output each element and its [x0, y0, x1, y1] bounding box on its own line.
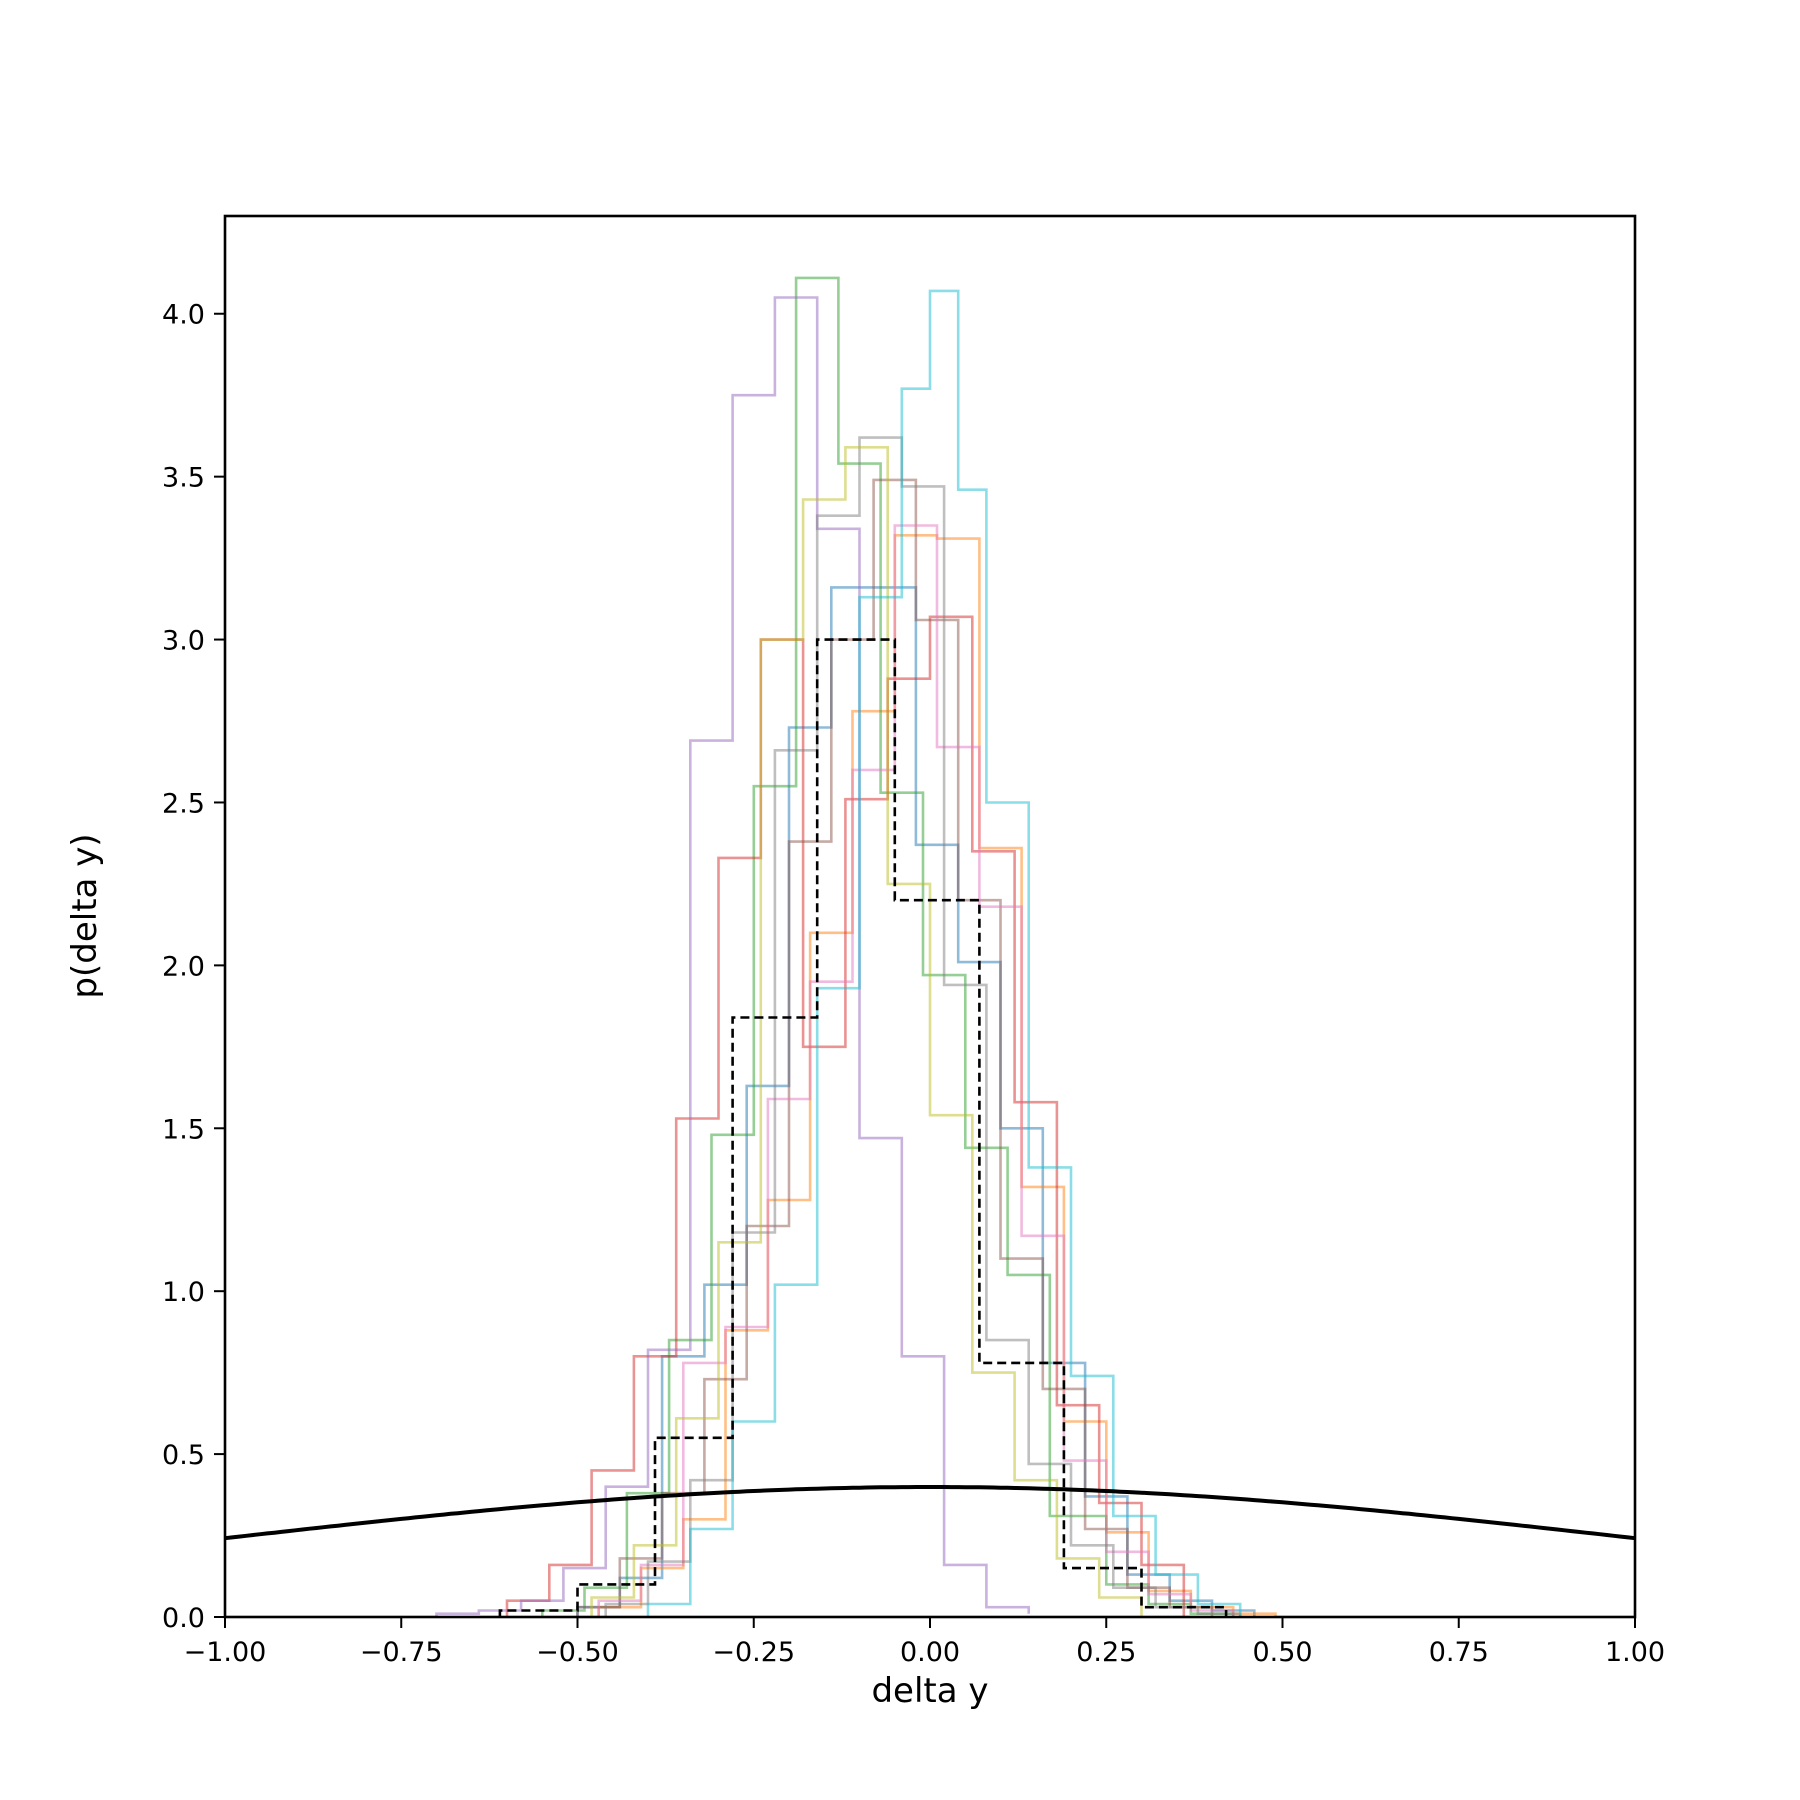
histogram-series-1 — [576, 586, 1256, 1617]
normal-pdf-curve — [224, 1485, 1636, 1541]
x-tick-label: −1.00 — [184, 1637, 267, 1668]
y-tick-label: 3.0 — [162, 626, 205, 657]
histogram-series-4 — [505, 615, 1186, 1617]
histogram-series-10 — [646, 289, 1242, 1617]
x-tick-label: 0.50 — [1252, 1637, 1312, 1668]
x-tick-label: 0.00 — [900, 1637, 960, 1668]
histogram-series-9 — [590, 446, 1143, 1617]
x-axis-title: delta y — [871, 1671, 988, 1711]
x-tick-label: −0.25 — [712, 1637, 795, 1668]
histogram-series-8 — [604, 436, 1242, 1617]
mean-histogram-step — [498, 638, 1228, 1617]
y-axis-title: p(delta y) — [65, 833, 105, 998]
histogram-series-7 — [597, 524, 1235, 1617]
x-tick-label: 1.00 — [1605, 1637, 1665, 1668]
series-layer — [224, 276, 1636, 1617]
x-tick-label: 0.75 — [1429, 1637, 1489, 1668]
histogram-series-5 — [435, 296, 1030, 1617]
x-tick-label: −0.50 — [536, 1637, 619, 1668]
y-tick-label: 0.0 — [162, 1603, 205, 1634]
x-tick-label: 0.25 — [1076, 1637, 1136, 1668]
x-axis: −1.00 −0.75 −0.50 −0.25 0.00 0.25 0.50 0.75 1.00 — [184, 1617, 1665, 1668]
y-tick-label: 3.5 — [162, 463, 205, 494]
y-tick-label: 1.5 — [162, 1114, 205, 1145]
y-axis: 0.0 0.5 1.0 1.5 2.0 2.5 3.0 3.5 4.0 — [162, 300, 225, 1634]
histogram-series-6 — [576, 478, 1214, 1617]
y-tick-label: 1.0 — [162, 1277, 205, 1308]
y-tick-label: 4.0 — [162, 300, 205, 331]
y-tick-label: 0.5 — [162, 1440, 205, 1471]
x-tick-label: −0.75 — [360, 1637, 443, 1668]
y-tick-label: 2.0 — [162, 951, 205, 982]
y-tick-label: 2.5 — [162, 788, 205, 819]
